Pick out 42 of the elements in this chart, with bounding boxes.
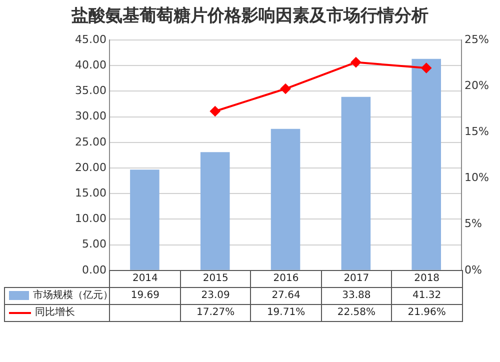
data-label: 33.88 (320, 287, 392, 306)
point (280, 84, 291, 94)
x-tick-label: 2016 (250, 270, 322, 288)
bar (270, 128, 300, 270)
x-tick-label: 2014 (109, 270, 181, 288)
y-tick-label: 0.00 (82, 263, 106, 276)
y2-tick-label: 0% (464, 263, 482, 276)
point (421, 63, 432, 74)
y-tick-label: 20.00 (74, 160, 106, 174)
bar (412, 58, 441, 270)
data-label: 23.09 (180, 287, 252, 306)
x-tick-label: 2017 (320, 270, 392, 288)
x-tick-label: 2015 (180, 270, 252, 288)
data-label: 17.27% (180, 304, 252, 322)
chart-title: 盐酸氨基葡萄糖片价格影响因素及市场行情分析 (70, 5, 430, 27)
bar (341, 96, 371, 270)
bar (200, 152, 230, 270)
y-tick-label: 15.00 (74, 186, 106, 200)
y-tick-label: 35.00 (74, 84, 106, 98)
y2-tick-label: 25% (464, 32, 490, 46)
point (210, 106, 220, 116)
y-tick-label: 5.00 (82, 238, 106, 251)
data-label: 21.96% (391, 304, 463, 322)
y2-tick-label: 10% (464, 171, 490, 184)
data-label: 27.64 (250, 287, 322, 306)
bar (130, 170, 160, 270)
y-tick-label: 10.00 (74, 212, 106, 226)
y2-tick-label: 5% (464, 217, 482, 230)
y-tick-label: 40.00 (74, 58, 106, 72)
legend-label: 同比增长 (35, 307, 75, 318)
data-label: 19.69 (130, 290, 160, 302)
data-label: 22.58% (320, 304, 392, 322)
y2-tick-label: 20% (464, 78, 490, 92)
point (350, 57, 361, 68)
y-tick-label: 30.00 (74, 110, 106, 123)
legend-label: 市场规模（亿元） (33, 290, 113, 302)
data-label: 41.32 (391, 287, 463, 306)
y2-tick-label: 15% (464, 125, 490, 138)
data-label: 19.71% (250, 304, 322, 322)
y-tick-label: 45.00 (74, 32, 106, 46)
y-tick-label: 25.00 (74, 135, 106, 148)
x-tick-label: 2018 (391, 270, 463, 288)
